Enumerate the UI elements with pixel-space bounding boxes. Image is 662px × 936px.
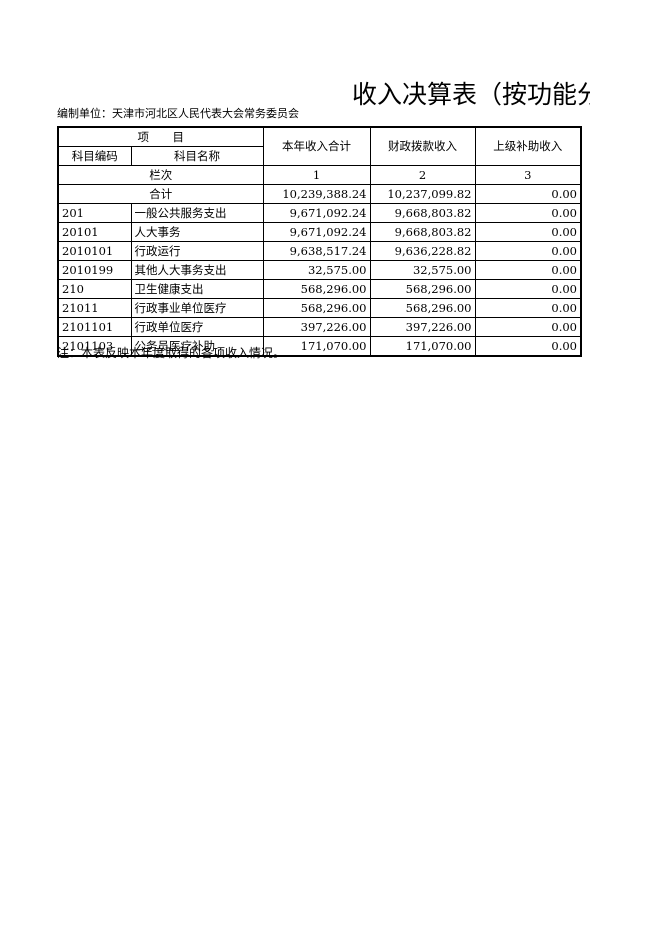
row-value-1: 171,070.00 [262,336,371,357]
row-name: 其他人大事务支出 [130,260,264,280]
header-col-total-income: 本年收入合计 [262,126,371,166]
row-name: 卫生健康支出 [130,279,264,299]
column-index-label: 栏次 [57,165,264,185]
row-code: 201 [57,203,132,223]
column-index-3: 3 [474,165,582,185]
row-value-2: 397,226.00 [369,317,476,337]
row-value-1: 9,638,517.24 [262,241,371,261]
total-row-value-3: 0.00 [474,184,582,204]
row-value-2: 171,070.00 [369,336,476,357]
row-code: 20101 [57,222,132,242]
row-code: 2101101 [57,317,132,337]
table-row: 210 卫生健康支出 568,296.00 568,296.00 0.00 [57,279,582,299]
table-row: 20101 人大事务 9,671,092.24 9,668,803.82 0.0… [57,222,582,242]
header-col-superior-subsidy: 上级补助收入 [474,126,582,166]
row-value-2: 9,636,228.82 [369,241,476,261]
row-name: 公务员医疗补助 [130,336,264,357]
row-value-1: 568,296.00 [262,298,371,318]
row-value-2: 9,668,803.82 [369,203,476,223]
row-value-2: 32,575.00 [369,260,476,280]
header-item-group: 项 目 [57,126,264,147]
row-value-2: 9,668,803.82 [369,222,476,242]
column-index-row: 栏次 1 2 3 [57,165,582,185]
header-subject-name: 科目名称 [130,146,264,166]
total-row-value-2: 10,237,099.82 [369,184,476,204]
row-code: 21011 [57,298,132,318]
header-subject-code: 科目编码 [57,146,132,166]
table-row: 2010199 其他人大事务支出 32,575.00 32,575.00 0.0… [57,260,582,280]
row-value-3: 0.00 [474,336,582,357]
row-value-3: 0.00 [474,279,582,299]
total-row-label: 合计 [57,184,264,204]
total-row-value-1: 10,239,388.24 [262,184,371,204]
table-row: 2101101 行政单位医疗 397,226.00 397,226.00 0.0… [57,317,582,337]
row-name: 一般公共服务支出 [130,203,264,223]
row-value-3: 0.00 [474,203,582,223]
row-value-1: 32,575.00 [262,260,371,280]
page-title: 收入决算表（按功能分 [352,80,590,109]
footer-note: 注：本表反映本年度取得的各项收入情况。 [57,346,286,360]
table-body: 栏次 1 2 3 合计 10,239,388.24 10,237,099.82 … [57,165,582,357]
row-value-1: 397,226.00 [262,317,371,337]
row-value-3: 0.00 [474,317,582,337]
row-name: 行政单位医疗 [130,317,264,337]
row-value-2: 568,296.00 [369,279,476,299]
row-value-1: 9,671,092.24 [262,222,371,242]
row-code: 2010199 [57,260,132,280]
row-value-1: 9,671,092.24 [262,203,371,223]
row-value-3: 0.00 [474,222,582,242]
table-row: 2101103 公务员医疗补助 171,070.00 171,070.00 0.… [57,336,582,357]
row-code: 2010101 [57,241,132,261]
column-index-1: 1 [262,165,371,185]
row-value-3: 0.00 [474,260,582,280]
income-final-accounts-table: 项 目 本年收入合计 财政拨款收入 上级补助收入 科目编码 科目名称 栏次 1 … [57,126,582,357]
table-row: 2010101 行政运行 9,638,517.24 9,636,228.82 0… [57,241,582,261]
row-name: 行政事业单位医疗 [130,298,264,318]
row-value-3: 0.00 [474,241,582,261]
row-code: 210 [57,279,132,299]
total-row: 合计 10,239,388.24 10,237,099.82 0.00 [57,184,582,204]
table-row: 21011 行政事业单位医疗 568,296.00 568,296.00 0.0… [57,298,582,318]
table-header-row-1: 项 目 本年收入合计 财政拨款收入 上级补助收入 [57,126,582,166]
header-col-fiscal-appropriation: 财政拨款收入 [369,126,476,166]
row-name: 人大事务 [130,222,264,242]
table-row: 201 一般公共服务支出 9,671,092.24 9,668,803.82 0… [57,203,582,223]
compiling-unit-label: 编制单位：天津市河北区人民代表大会常务委员会 [57,107,299,120]
row-value-3: 0.00 [474,298,582,318]
row-code: 2101103 [57,336,132,357]
column-index-2: 2 [369,165,476,185]
row-value-1: 568,296.00 [262,279,371,299]
row-value-2: 568,296.00 [369,298,476,318]
table-header: 项 目 本年收入合计 财政拨款收入 上级补助收入 科目编码 科目名称 [57,126,582,166]
row-name: 行政运行 [130,241,264,261]
